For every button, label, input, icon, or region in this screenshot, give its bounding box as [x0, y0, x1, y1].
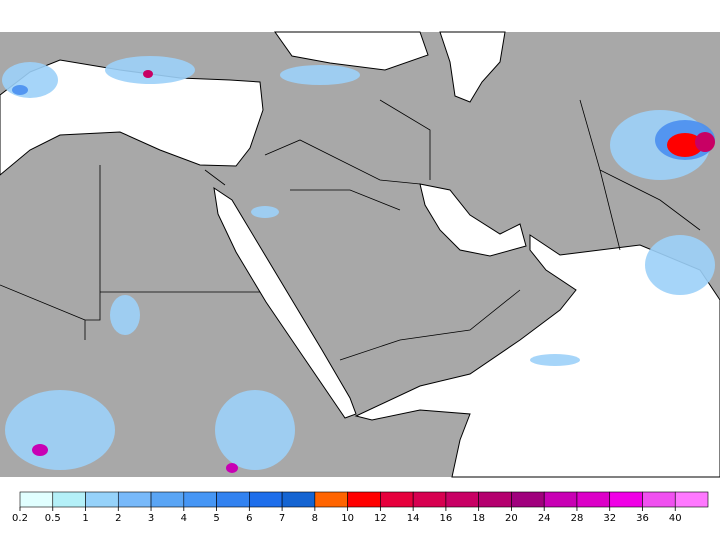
colorbar-cell — [150, 491, 185, 508]
colorbar-cell — [511, 491, 545, 508]
colorbar-cell — [117, 491, 152, 508]
colorbar-cell — [674, 491, 709, 508]
rain-area — [110, 295, 140, 335]
colorbar-label: 12 — [374, 513, 387, 524]
rain-area — [32, 444, 48, 456]
black-sea — [274, 31, 429, 71]
colorbar-label: 0.5 — [45, 513, 61, 524]
rain-area — [645, 235, 715, 295]
colorbar-cell — [412, 491, 447, 508]
rain-area — [5, 390, 115, 470]
colorbar-label: 7 — [279, 513, 285, 524]
colorbar-cell — [576, 491, 611, 508]
map — [0, 31, 720, 478]
rain-area — [251, 206, 279, 218]
rain-area — [12, 85, 28, 95]
persian-gulf — [419, 183, 527, 257]
colorbar-label: 5 — [213, 513, 219, 524]
rain-area — [695, 132, 715, 152]
caspian-sea — [439, 31, 506, 103]
colorbar-label: 18 — [472, 513, 485, 524]
colorbar-cell — [249, 491, 283, 508]
colorbar-cell — [380, 491, 414, 508]
colorbar-label: 1 — [82, 513, 88, 524]
colorbar-cell — [347, 491, 381, 508]
mediterranean-sea — [0, 59, 264, 176]
colorbar-cell — [216, 491, 250, 508]
colorbar-cell — [478, 491, 512, 508]
rain-area — [530, 354, 580, 366]
colorbar-label: 3 — [148, 513, 154, 524]
colorbar-cell — [52, 491, 86, 508]
rain-area — [105, 56, 195, 84]
colorbar-cell — [609, 491, 643, 508]
rain-area — [667, 133, 703, 157]
colorbar-cell — [183, 491, 217, 508]
rain-area — [143, 70, 153, 78]
colorbar-label: 6 — [246, 513, 252, 524]
colorbar-label: 40 — [669, 513, 682, 524]
colorbar-label: 2 — [115, 513, 121, 524]
rain-area — [215, 390, 295, 470]
border — [0, 99, 701, 361]
rain-area — [2, 62, 58, 98]
colorbar: 0.2 0.5 1 2 3 4 5 6 7 8 10 12 14 16 18 20 24 28 32 36 40 — [12, 491, 709, 524]
precipitation — [2, 56, 715, 473]
colorbar-label: 10 — [341, 513, 354, 524]
red-sea — [213, 186, 357, 419]
colorbar-label: 24 — [538, 513, 551, 524]
colorbar-cell — [314, 491, 348, 508]
colorbar-label: 0.2 — [12, 513, 28, 524]
colorbar-cell — [543, 491, 578, 508]
colorbar-cell — [281, 491, 316, 508]
colorbar-label: 28 — [571, 513, 584, 524]
colorbar-label: 8 — [312, 513, 318, 524]
colorbar-cell — [642, 491, 676, 508]
colorbar-label: 36 — [636, 513, 649, 524]
colorbar-cell — [445, 491, 479, 508]
colorbar-label: 32 — [603, 513, 616, 524]
rain-area — [280, 65, 360, 85]
colorbar-label: 14 — [407, 513, 420, 524]
colorbar-label: 16 — [440, 513, 453, 524]
colorbar-label: 4 — [181, 513, 187, 524]
colorbar-label: 20 — [505, 513, 518, 524]
colorbar-cell — [85, 491, 119, 508]
rain-area — [226, 463, 238, 473]
colorbar-cell — [19, 491, 54, 508]
